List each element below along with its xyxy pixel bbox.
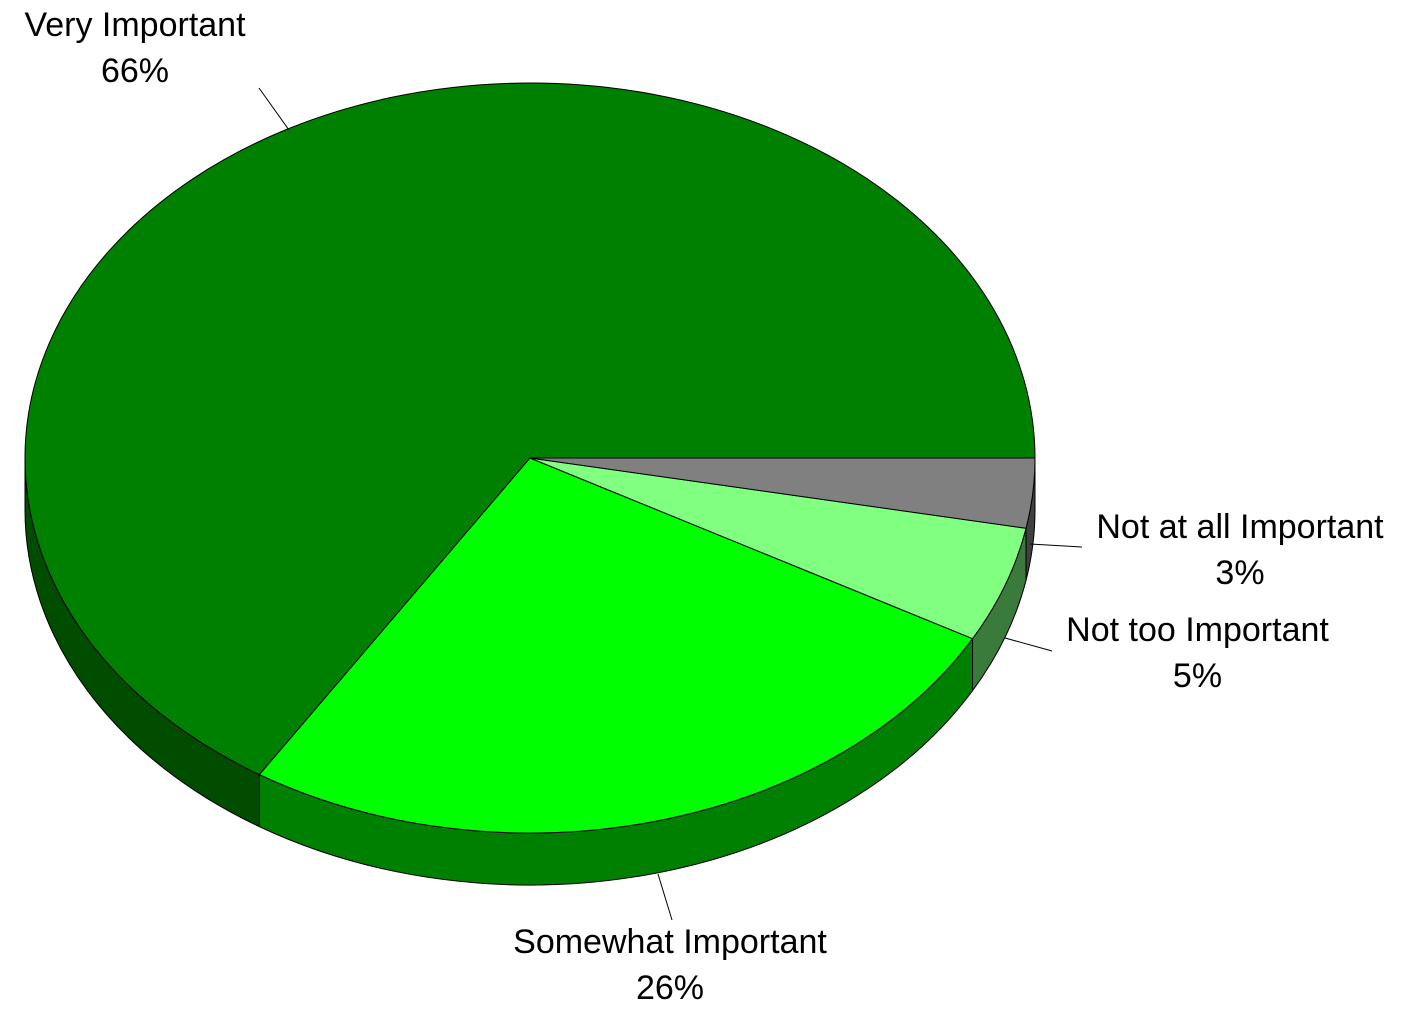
- leader-line-somewhat-important: [658, 874, 672, 920]
- label-not-at-all-important-name: Not at all Important: [1080, 504, 1400, 550]
- label-somewhat-important: Somewhat Important 26%: [495, 919, 845, 1011]
- label-not-too-important-value: 5%: [1050, 653, 1345, 699]
- pie-tops: [25, 83, 1035, 833]
- label-not-too-important: Not too Important 5%: [1050, 607, 1345, 699]
- leader-line-very-important: [259, 88, 289, 130]
- label-not-too-important-name: Not too Important: [1050, 607, 1345, 653]
- leader-line-not-at-all-important: [1030, 544, 1082, 547]
- label-very-important: Very Important 66%: [10, 2, 260, 94]
- label-very-important-name: Very Important: [10, 2, 260, 48]
- leader-line-not-too-important: [1005, 638, 1052, 651]
- label-somewhat-important-value: 26%: [495, 965, 845, 1011]
- label-not-at-all-important-value: 3%: [1080, 550, 1400, 596]
- label-not-at-all-important: Not at all Important 3%: [1080, 504, 1400, 596]
- label-very-important-value: 66%: [10, 48, 260, 94]
- label-somewhat-important-name: Somewhat Important: [495, 919, 845, 965]
